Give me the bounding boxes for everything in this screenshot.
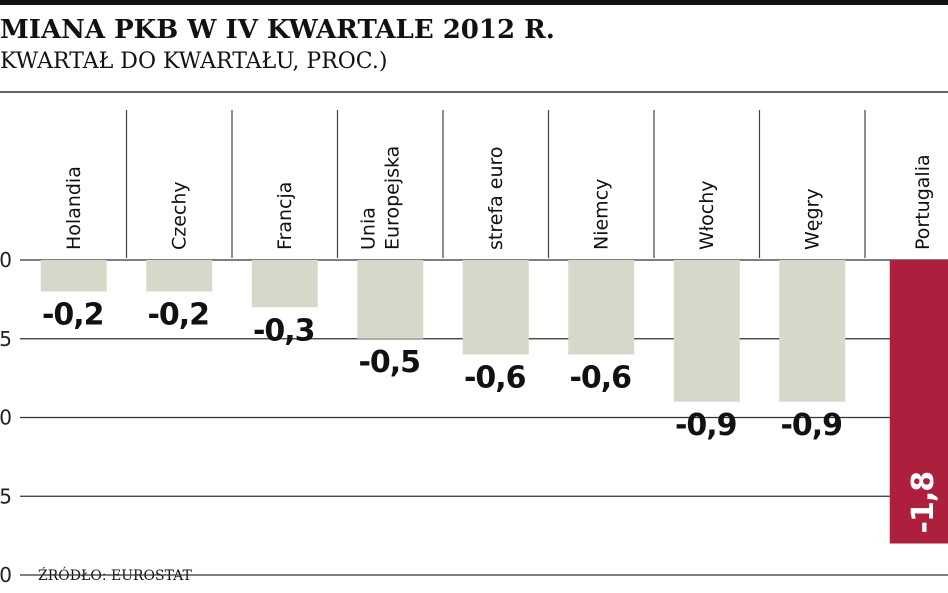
y-tick-label: 0 [0,406,12,430]
value-label: -0,9 [675,408,737,443]
y-tick-label: 0 [0,248,12,272]
bar [146,260,213,292]
bar [779,260,846,402]
x-tick-label: Unia Europejska [357,146,403,250]
value-label: -0,9 [780,408,842,443]
bar [462,260,529,355]
value-label: -0,5 [358,345,420,380]
value-label: -0,2 [147,298,209,333]
x-tick-label: Węgry [801,188,823,250]
plot: 0 5 0 5 0 Holandia -0,2 Czechy -0,2 Francja -0,3 Un… [0,110,948,587]
x-tick-label: strefa euro [485,146,507,250]
bar [357,260,424,339]
chart-subtitle: KWARTAŁ DO KWARTAŁU, PROC.) [0,49,387,74]
x-tick-label: Portugalia [912,154,934,250]
value-label: -1,8 [906,472,941,534]
x-tick-label: Czechy [168,181,190,250]
value-label: -0,6 [569,361,631,396]
x-tick-label: Niemcy [590,179,612,250]
y-tick-label: 5 [0,327,12,351]
y-tick-label: 5 [0,484,12,508]
x-tick-label: Włochy [696,180,718,250]
top-rule [0,0,948,5]
bar [889,260,948,544]
value-label: -0,3 [253,313,315,348]
value-label: -0,6 [464,361,526,396]
x-tick-label: Holandia [63,166,85,250]
x-tick-label: Francja [274,182,296,250]
bar [40,260,107,292]
y-tick-label: 0 [0,563,12,587]
chart-title: MIANA PKB W IV KWARTALE 2012 R. [0,15,555,45]
bar [568,260,635,355]
bar [673,260,740,402]
bar [251,260,318,308]
value-label: -0,2 [42,298,104,333]
